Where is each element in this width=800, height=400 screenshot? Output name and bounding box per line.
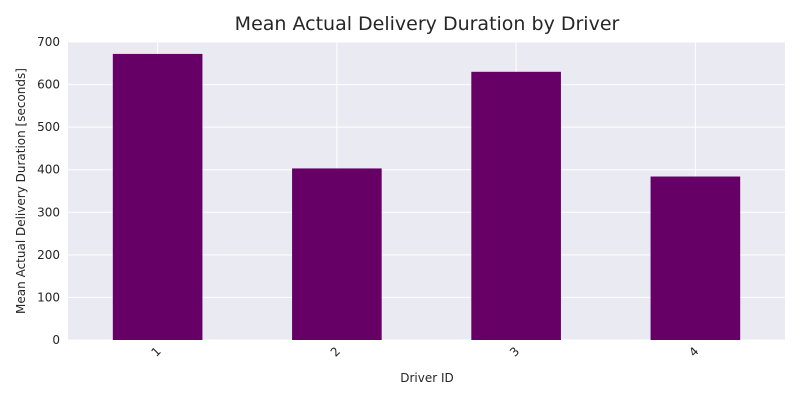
x-axis-label: Driver ID (400, 371, 454, 385)
bar-driver-1 (112, 53, 203, 341)
y-axis-label: Mean Actual Delivery Duration [seconds] (14, 68, 28, 314)
y-tick-labels: 0 100 200 300 400 500 600 700 (37, 35, 60, 347)
bar-driver-2 (292, 168, 382, 340)
bar-driver-4 (650, 176, 741, 340)
x-tick-labels: 1 2 3 4 (148, 344, 701, 359)
y-tick-label: 400 (37, 163, 60, 177)
x-tick-label: 1 (148, 344, 163, 359)
x-tick-label: 2 (328, 344, 343, 359)
y-tick-label: 500 (37, 120, 60, 134)
y-tick-label: 300 (37, 205, 60, 219)
y-tick-label: 700 (37, 35, 60, 49)
chart-title: Mean Actual Delivery Duration by Driver (235, 13, 620, 35)
y-tick-label: 0 (52, 333, 60, 347)
y-tick-label: 200 (37, 248, 60, 262)
x-tick-label: 4 (686, 344, 701, 359)
bar-driver-3 (471, 71, 561, 341)
bars (112, 53, 741, 341)
y-tick-label: 600 (37, 78, 60, 92)
y-tick-label: 100 (37, 290, 60, 304)
x-tick-label: 3 (507, 344, 522, 359)
